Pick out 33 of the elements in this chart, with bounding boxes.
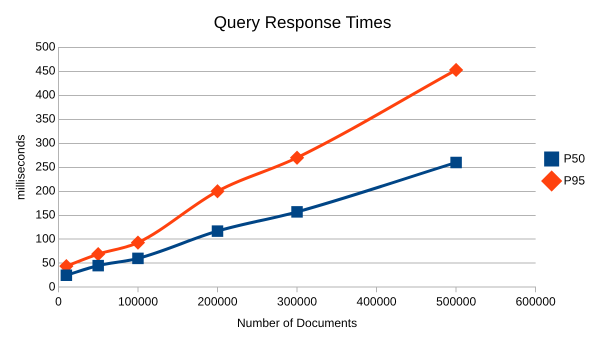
- x-tick-label: 500000: [436, 294, 476, 309]
- point: [212, 225, 224, 237]
- point: [210, 184, 224, 198]
- y-axis-title: milliseconds: [14, 134, 28, 200]
- x-axis-title: Number of Documents: [237, 316, 358, 330]
- y-tick-label: 50: [42, 256, 56, 270]
- y-tick-label: 250: [35, 160, 56, 174]
- chart-title: Query Response Times: [214, 12, 392, 32]
- y-tick-label: 300: [35, 136, 56, 150]
- x-tick-label: 100000: [118, 294, 158, 309]
- point: [60, 269, 72, 281]
- y-tick-label: 350: [35, 112, 56, 126]
- y-tick-label: 150: [35, 208, 56, 222]
- x-tick-label: 300000: [277, 294, 318, 309]
- point: [450, 156, 462, 168]
- y-tick-label: 400: [35, 88, 56, 102]
- y-tick-label: 100: [35, 232, 56, 246]
- y-tick-label: 450: [35, 64, 56, 78]
- point: [131, 236, 144, 250]
- point: [92, 248, 105, 261]
- point: [92, 260, 104, 272]
- point: [450, 63, 463, 76]
- x-tick-label: 400000: [356, 294, 397, 309]
- x-tick-label: 600000: [516, 294, 556, 309]
- point: [132, 252, 144, 264]
- x-tick-label: 200000: [197, 294, 238, 309]
- point: [291, 206, 303, 218]
- legend-label: P50: [564, 151, 586, 166]
- legend-label: P95: [564, 173, 586, 188]
- y-tick-label: 200: [35, 184, 56, 198]
- y-tick-label: 0: [48, 280, 56, 294]
- y-tick-label: 500: [35, 40, 56, 54]
- point: [290, 151, 304, 164]
